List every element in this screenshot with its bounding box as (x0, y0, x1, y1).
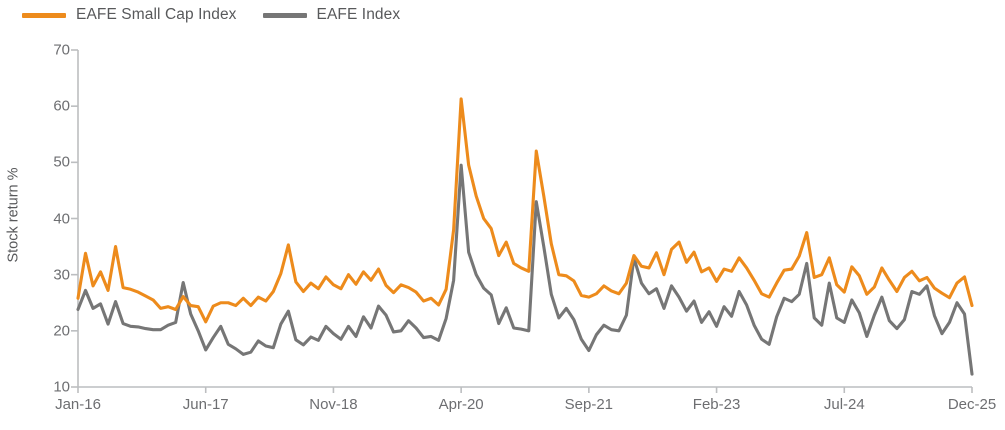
x-tick-label: Nov-18 (309, 396, 358, 413)
legend-swatch-eafe-small-cap (22, 12, 66, 18)
series-line-eafe (76, 163, 974, 376)
axis-lines (77, 50, 972, 388)
x-tick-label: Apr-20 (438, 396, 484, 413)
axis-tickmarks (71, 49, 973, 393)
y-tick-label: 30 (53, 266, 70, 284)
legend-label-eafe: EAFE Index (316, 6, 401, 23)
y-tick-label: 40 (53, 210, 70, 227)
x-tick-label: Sep-21 (564, 396, 614, 413)
legend-swatch-eafe (262, 12, 307, 18)
chart-legend: EAFE Small Cap Index EAFE Index (0, 0, 1005, 30)
x-tick-label: Dec-25 (947, 396, 997, 413)
x-tick-label: Jun-17 (182, 396, 229, 413)
x-tick-label: Jul-24 (823, 396, 865, 413)
y-tick-label: 20 (53, 322, 70, 340)
y-tick-label: 50 (53, 153, 70, 171)
legend-item-eafe-small-cap: EAFE Small Cap Index (22, 6, 237, 24)
y-tick-label: 60 (53, 97, 70, 115)
y-tick-label: 70 (53, 41, 70, 59)
x-axis-ticks: Jan-16 Jun-17 Nov-18 Apr-20 Sep-21 Feb-23 Jul-… (0, 396, 1005, 426)
y-tick-label: 10 (53, 378, 70, 396)
series-line-eafe-small-cap (76, 97, 974, 324)
x-tick-label: Feb-23 (692, 396, 741, 413)
x-tick-label: Jan-16 (55, 396, 101, 413)
y-axis-ticks: 10 20 30 40 50 60 70 (8, 0, 70, 430)
legend-label-eafe-small-cap: EAFE Small Cap Index (76, 6, 237, 23)
data-series-group (76, 97, 974, 376)
legend-item-eafe: EAFE Index (262, 6, 401, 24)
